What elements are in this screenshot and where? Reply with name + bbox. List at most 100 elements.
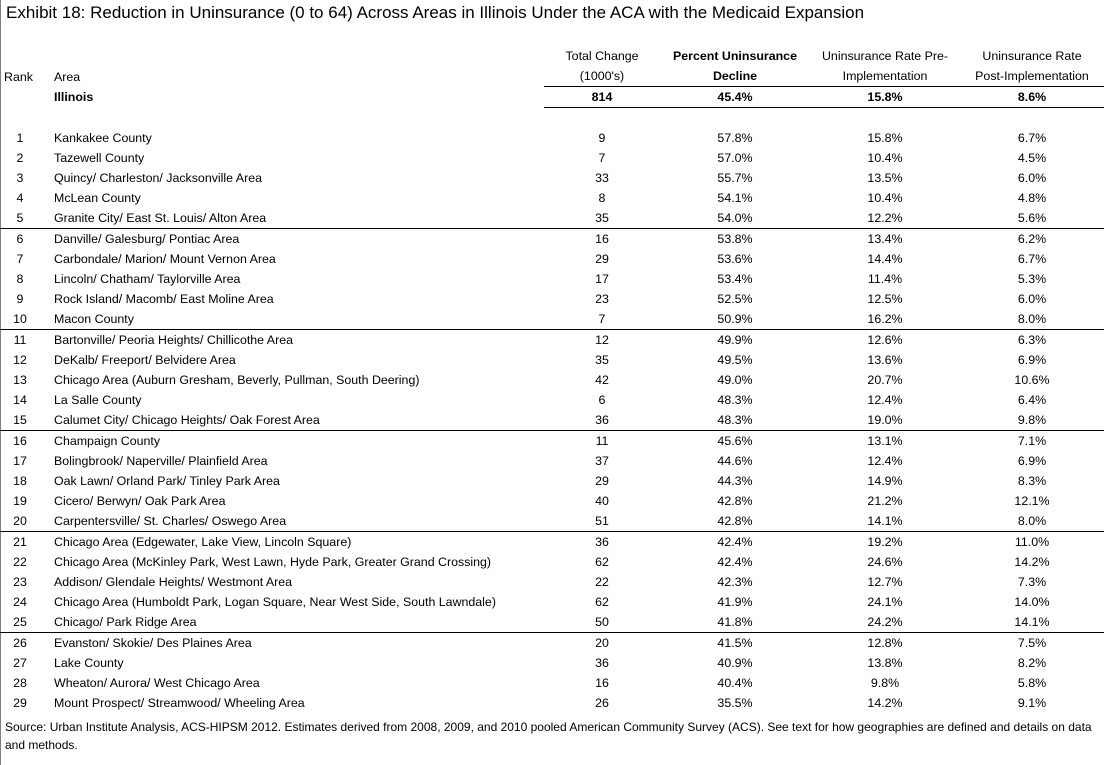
table-row: 3 Quincy/ Charleston/ Jacksonville Area 33… [0,168,1104,188]
rank-cell: 13 [13,373,27,387]
total-change-cell: 29 [595,252,609,266]
total-change-cell: 11 [595,434,609,448]
pre-rate-cell: 13.5% [867,171,903,185]
source-note: Source: Urban Institute Analysis, ACS-HI… [5,720,1092,752]
post-rate-cell: 6.9% [1017,454,1047,468]
total-change-cell: 33 [595,171,609,185]
table-row: 28 Wheaton/ Aurora/ West Chicago Area 16 40… [0,673,1104,693]
pct-decline-cell: 57.8% [717,131,753,145]
post-rate-cell: 6.4% [1017,393,1047,407]
table-row: 8 Lincoln/ Chatham/ Taylorville Area 17 53.… [0,269,1104,289]
table-row: 6 Danville/ Galesburg/ Pontiac Area 16 53.8… [0,229,1104,250]
spacer-row [0,108,1104,129]
post-rate-cell: 5.3% [1017,272,1047,286]
rank-cell: 6 [16,232,24,246]
pre-rate-cell: 11.4% [867,272,903,286]
area-cell: Evanston/ Skokie/ Des Plaines Area [54,636,252,650]
total-change-cell: 35 [544,208,660,229]
total-change-cell: 12 [595,333,609,347]
table-row: 12 DeKalb/ Freeport/ Belvidere Area 35 49.5… [0,350,1104,370]
table-row: 7 Carbondale/ Marion/ Mount Vernon Area 29… [0,249,1104,269]
post-rate-cell: 5.6% [960,208,1104,229]
rank-cell: 16 [13,434,27,448]
pct-decline-cell: 49.5% [717,353,753,367]
rank-cell: 2 [16,151,24,165]
table-row: 4 McLean County 8 54.1% 10.4% 4.8% [0,188,1104,208]
post-rate-cell: 8.0% [960,511,1104,532]
rank-cell: 14 [13,393,27,407]
header-total-change-line1: Total Change [565,49,639,63]
post-rate-cell: 6.3% [1017,333,1047,347]
post-rate-cell: 7.5% [1017,636,1047,650]
table-row: 1 Kankakee County 9 57.8% 15.8% 6.7% [0,128,1104,148]
header-pct-decline-line1: Percent Uninsurance [673,49,797,63]
total-change-cell: 7 [544,309,660,330]
pre-rate-cell: 12.7% [867,575,903,589]
post-rate-cell: 6.7% [1017,252,1047,266]
pre-rate-cell: 12.5% [867,292,903,306]
pre-rate-cell: 15.8% [867,131,903,145]
pct-decline-cell: 40.9% [717,656,753,670]
post-rate-cell: 10.6% [1014,373,1050,387]
total-change-cell: 62 [595,555,609,569]
pre-rate-cell: 10.4% [867,151,903,165]
pct-decline-cell: 42.8% [660,511,810,532]
area-cell: Carpentersville/ St. Charles/ Oswego Are… [46,511,544,532]
area-cell: Bolingbrook/ Naperville/ Plainfield Area [54,454,268,468]
state-total-row: Illinois 814 45.4% 15.8% 8.6% [0,86,1104,108]
post-rate-cell: 6.0% [1017,292,1047,306]
pct-decline-cell: 54.1% [717,191,753,205]
post-rate-cell: 11.0% [1014,535,1050,549]
state-pct-decline: 45.4% [660,86,810,108]
rank-cell: 8 [16,272,24,286]
rank-cell: 7 [16,252,24,266]
pre-rate-cell: 13.8% [867,656,903,670]
post-rate-cell: 6.0% [1017,171,1047,185]
area-cell: Lake County [54,656,124,670]
table-row: 25 Chicago/ Park Ridge Area 50 41.8% 24.2% 14… [0,612,1104,633]
rank-cell: 26 [13,636,27,650]
area-cell: Calumet City/ Chicago Heights/ Oak Fores… [46,410,544,431]
total-change-cell: 35 [595,353,609,367]
table-row: 15 Calumet City/ Chicago Heights/ Oak For… [0,410,1104,431]
pct-decline-cell: 41.9% [717,595,753,609]
pre-rate-cell: 19.2% [867,535,903,549]
rank-cell: 29 [13,696,27,710]
total-change-cell: 26 [595,696,609,710]
post-rate-cell: 8.2% [1017,656,1047,670]
post-rate-cell: 9.1% [1017,696,1047,710]
pct-decline-cell: 41.8% [660,612,810,633]
state-pre-rate: 15.8% [810,86,960,108]
header-pre-line2: Implementation [810,66,960,87]
area-cell: McLean County [54,191,141,205]
pct-decline-cell: 44.6% [717,454,753,468]
rank-cell: 27 [13,656,27,670]
table-row: 18 Oak Lawn/ Orland Park/ Tinley Park Are… [0,471,1104,491]
header-post-line1: Uninsurance Rate [982,49,1082,63]
pct-decline-cell: 55.7% [717,171,753,185]
rank-cell: 21 [13,535,27,549]
total-change-cell: 40 [595,494,609,508]
rank-cell: 12 [13,353,27,367]
total-change-cell: 6 [598,393,606,407]
post-rate-cell: 7.3% [1017,575,1047,589]
total-change-cell: 7 [598,151,606,165]
table-row: 19 Cicero/ Berwyn/ Oak Park Area 40 42.8% 21… [0,491,1104,511]
rank-cell: 9 [16,292,24,306]
pre-rate-cell: 12.6% [867,333,903,347]
total-change-cell: 9 [598,131,606,145]
exhibit-title: Exhibit 18: Reduction in Uninsurance (0 … [6,3,865,22]
area-cell: Quincy/ Charleston/ Jacksonville Area [54,171,262,185]
state-post-rate: 8.6% [960,86,1104,108]
header-total-change-line2: (1000's) [544,66,660,87]
left-border [0,0,1,765]
table-row: 11 Bartonville/ Peoria Heights/ Chillicot… [0,330,1104,351]
total-change-cell: 16 [595,676,609,690]
area-cell: Champaign County [54,434,161,448]
pct-decline-cell: 52.5% [717,292,753,306]
area-cell: Chicago Area (Humboldt Park, Logan Squar… [54,595,496,609]
total-change-cell: 36 [595,535,609,549]
pct-decline-cell: 57.0% [717,151,753,165]
table-row: 10 Macon County 7 50.9% 16.2% 8.0% [0,309,1104,330]
header-row-1: Total Change Percent Uninsurance Uninsur… [0,46,1104,66]
